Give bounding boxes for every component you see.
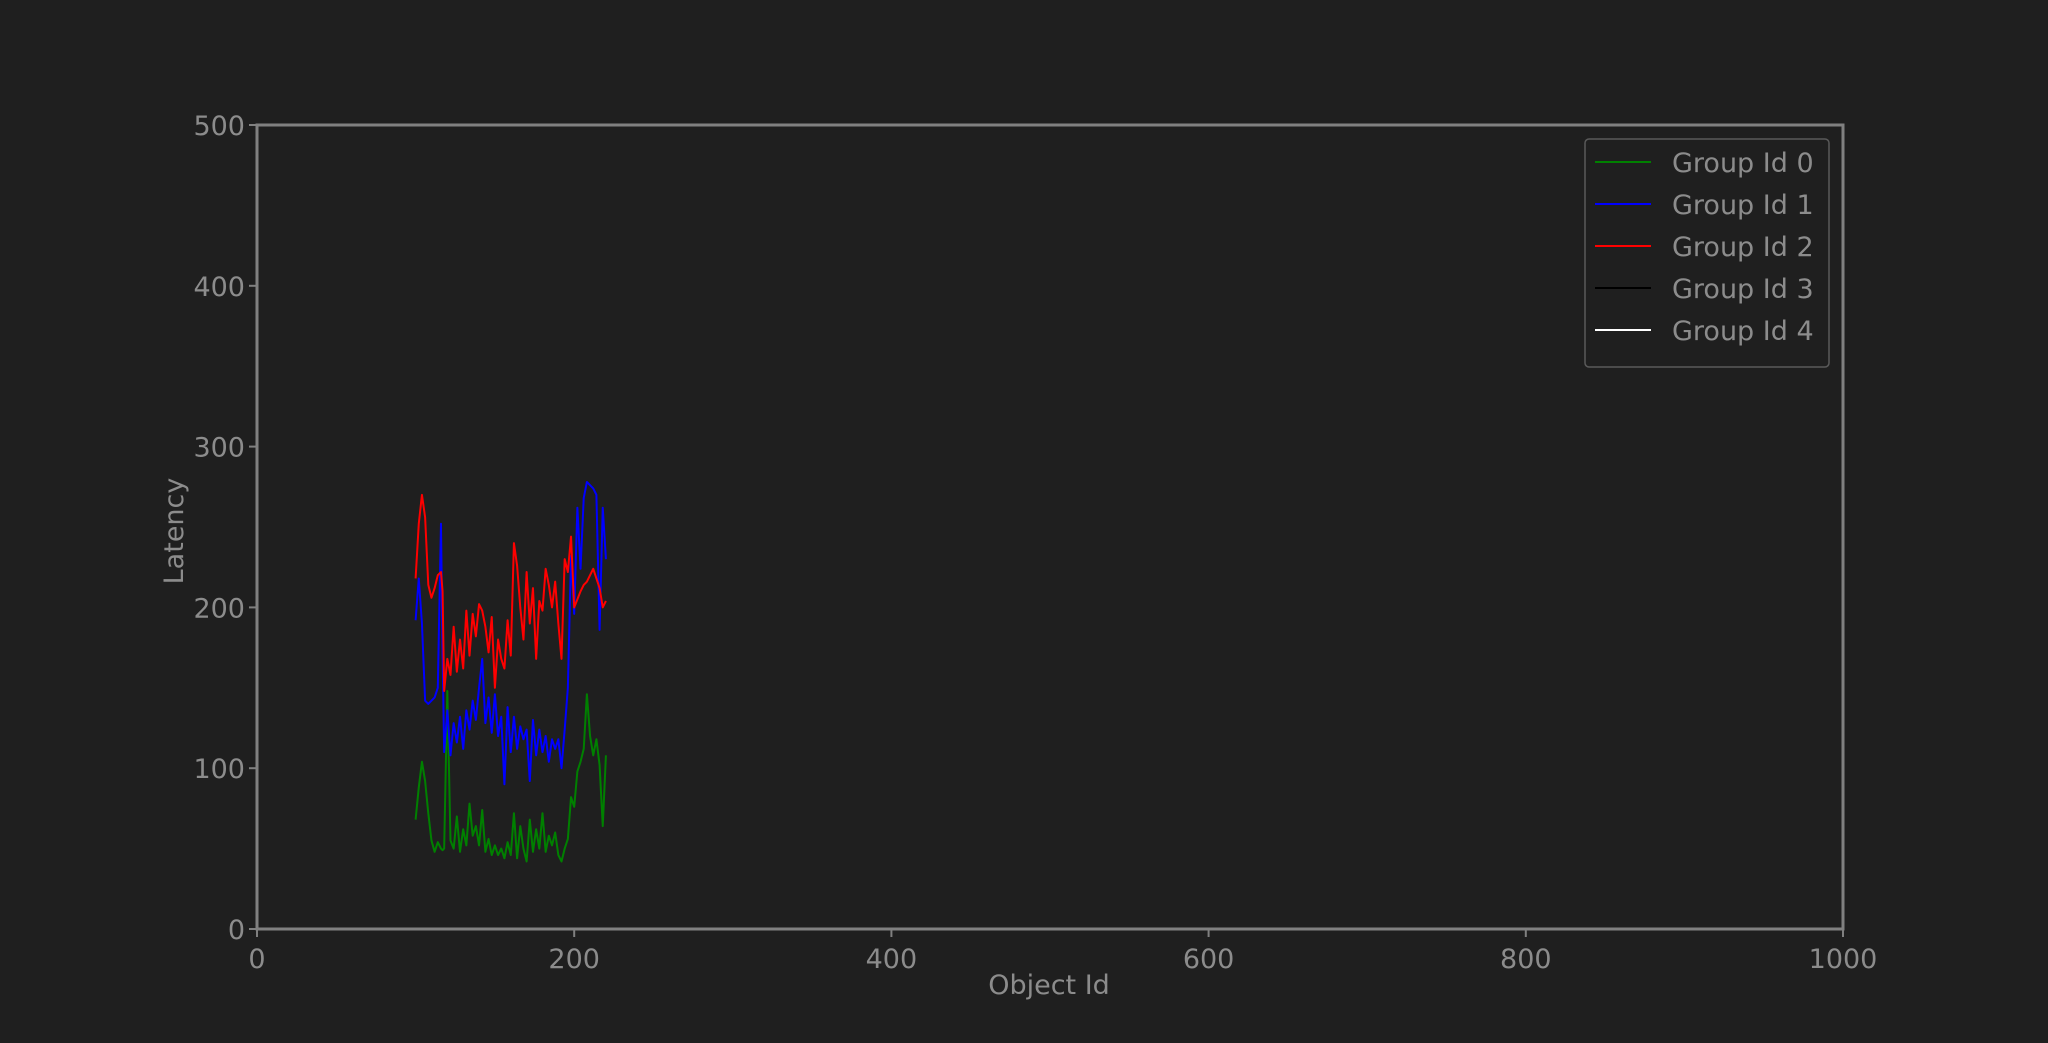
legend-label: Group Id 4 (1672, 316, 1814, 347)
series-line-group-2 (414, 493, 607, 693)
legend-box (1584, 138, 1830, 368)
x-tick-label: 400 (866, 944, 918, 975)
legend-label: Group Id 2 (1672, 232, 1814, 263)
x-tick-label: 600 (1183, 944, 1235, 975)
x-axis-label: Object Id (988, 970, 1110, 1001)
y-tick-label: 100 (193, 754, 245, 785)
plot-frame (255, 123, 1845, 931)
legend-label: Group Id 3 (1672, 274, 1814, 305)
x-tick-label: 1000 (1809, 944, 1878, 975)
legend: Group Id 0 Group Id 1 Group Id 2 Group Id 3… (1584, 138, 1830, 368)
y-tick-label: 0 (228, 915, 245, 946)
y-tick-label: 300 (193, 433, 245, 464)
y-tick-label: 500 (193, 111, 245, 142)
series-line-group-0 (414, 690, 607, 863)
legend-label: Group Id 1 (1672, 190, 1814, 221)
legend-label: Group Id 0 (1672, 148, 1814, 179)
y-axis-label: Latency (159, 478, 190, 585)
x-tick-label: 200 (548, 944, 600, 975)
x-tick-label: 0 (248, 944, 265, 975)
y-tick-label: 200 (193, 593, 245, 624)
plot-area (255, 123, 1845, 931)
x-tick-label: 800 (1500, 944, 1552, 975)
y-tick-label: 400 (193, 272, 245, 303)
series-layer (414, 480, 607, 863)
tick-layer: 0 200 400 600 800 1000 0 100 200 300 400 500 (193, 111, 1877, 975)
